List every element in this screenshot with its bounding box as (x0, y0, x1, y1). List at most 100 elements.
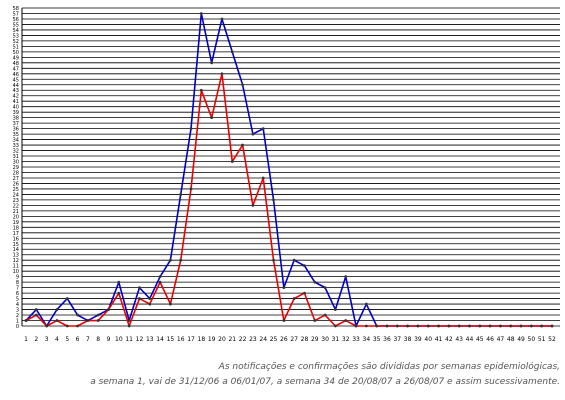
data-point (385, 324, 389, 328)
y-tick-label: 26 (13, 181, 19, 187)
line-chart: 0123456789101112131415161718192021222324… (13, 6, 560, 343)
data-point (138, 297, 141, 300)
data-point (292, 297, 296, 300)
data-point (179, 258, 183, 262)
data-point (303, 291, 306, 295)
y-tick-label: 13 (13, 253, 19, 259)
x-tick-label: 52 (548, 336, 556, 343)
y-tick-label: 23 (13, 198, 19, 204)
data-point (117, 291, 121, 295)
data-point (210, 61, 214, 65)
x-tick-label: 25 (270, 336, 278, 343)
y-tick-label: 33 (13, 143, 19, 149)
x-axis-ticks: 1 2 3 4 5 6 7 8 9 10 11 12 13 14 15 16 17 18 19 20 21 22 23 24 2… (24, 336, 556, 343)
x-tick-label: 22 (239, 336, 247, 343)
x-tick-label: 34 (363, 336, 371, 343)
data-point (230, 50, 234, 54)
x-tick-label: 2 (34, 336, 38, 343)
x-tick-label: 13 (146, 336, 154, 343)
data-point (313, 319, 317, 322)
y-tick-label: 27 (13, 176, 19, 182)
data-point (241, 143, 244, 147)
data-point (24, 319, 28, 322)
data-point (148, 302, 152, 306)
data-point (468, 324, 471, 328)
x-tick-label: 18 (198, 336, 206, 343)
data-point (457, 324, 461, 328)
x-tick-label: 8 (96, 336, 100, 343)
x-tick-label: 35 (373, 336, 381, 343)
data-point (334, 324, 337, 328)
y-tick-label: 14 (13, 247, 19, 253)
data-point (76, 324, 79, 328)
x-tick-label: 23 (249, 336, 257, 343)
data-point (230, 160, 234, 163)
x-tick-label: 14 (156, 336, 164, 343)
x-tick-label: 47 (497, 336, 505, 343)
data-point (313, 280, 317, 284)
x-tick-label: 3 (45, 336, 49, 343)
y-tick-label: 4 (16, 302, 19, 308)
data-point (168, 258, 172, 262)
series-lines (25, 12, 552, 327)
data-point (55, 319, 59, 322)
data-point (86, 319, 90, 322)
y-tick-label: 43 (13, 88, 19, 94)
x-tick-label: 5 (65, 336, 69, 343)
data-point (416, 324, 420, 328)
y-tick-label: 35 (13, 132, 19, 138)
y-tick-label: 52 (13, 39, 19, 45)
y-tick-label: 3 (16, 308, 19, 314)
data-point (168, 302, 172, 306)
x-tick-label: 7 (86, 336, 90, 343)
x-tick-label: 29 (311, 336, 319, 343)
chart-caption: As notificações e confirmações são divid… (90, 360, 560, 390)
x-tick-label: 31 (332, 336, 340, 343)
y-tick-label: 47 (13, 66, 19, 72)
y-tick-label: 18 (13, 225, 19, 231)
x-tick-label: 28 (301, 336, 309, 343)
gridlines (21, 7, 560, 327)
data-point (519, 324, 523, 328)
y-tick-label: 20 (13, 214, 19, 220)
y-tick-label: 42 (13, 94, 19, 100)
data-point (148, 297, 152, 300)
caption-line-2: a semana 1, vai de 31/12/06 a 06/01/07, … (90, 377, 560, 387)
series-line-1 (25, 12, 552, 327)
x-tick-label: 24 (259, 336, 267, 343)
x-tick-label: 16 (177, 336, 185, 343)
x-tick-label: 45 (476, 336, 484, 343)
x-tick-label: 48 (507, 336, 515, 343)
y-tick-label: 6 (16, 291, 19, 297)
data-point (272, 198, 275, 202)
data-point (189, 187, 193, 191)
data-point (323, 313, 327, 317)
x-tick-label: 39 (414, 336, 422, 343)
data-point (261, 127, 265, 131)
y-tick-label: 46 (13, 72, 19, 78)
data-point (426, 324, 430, 328)
data-point (241, 83, 244, 87)
data-point (406, 324, 410, 328)
y-tick-label: 2 (16, 313, 19, 319)
data-point (509, 324, 513, 328)
y-tick-label: 37 (13, 121, 19, 127)
data-point (158, 275, 162, 279)
x-tick-label: 38 (404, 336, 412, 343)
data-point (210, 116, 214, 120)
y-tick-label: 36 (13, 127, 19, 133)
y-tick-label: 32 (13, 149, 19, 155)
data-point (375, 324, 379, 328)
y-tick-label: 15 (13, 242, 19, 248)
data-point (65, 297, 69, 300)
data-point (447, 324, 451, 328)
x-tick-label: 19 (208, 336, 216, 343)
x-tick-label: 1 (24, 336, 28, 343)
data-point (117, 280, 121, 284)
data-point (499, 324, 502, 328)
y-tick-label: 51 (13, 44, 19, 50)
data-point (251, 132, 255, 136)
data-point (323, 286, 327, 290)
data-point (344, 319, 348, 322)
y-tick-label: 19 (13, 220, 19, 226)
